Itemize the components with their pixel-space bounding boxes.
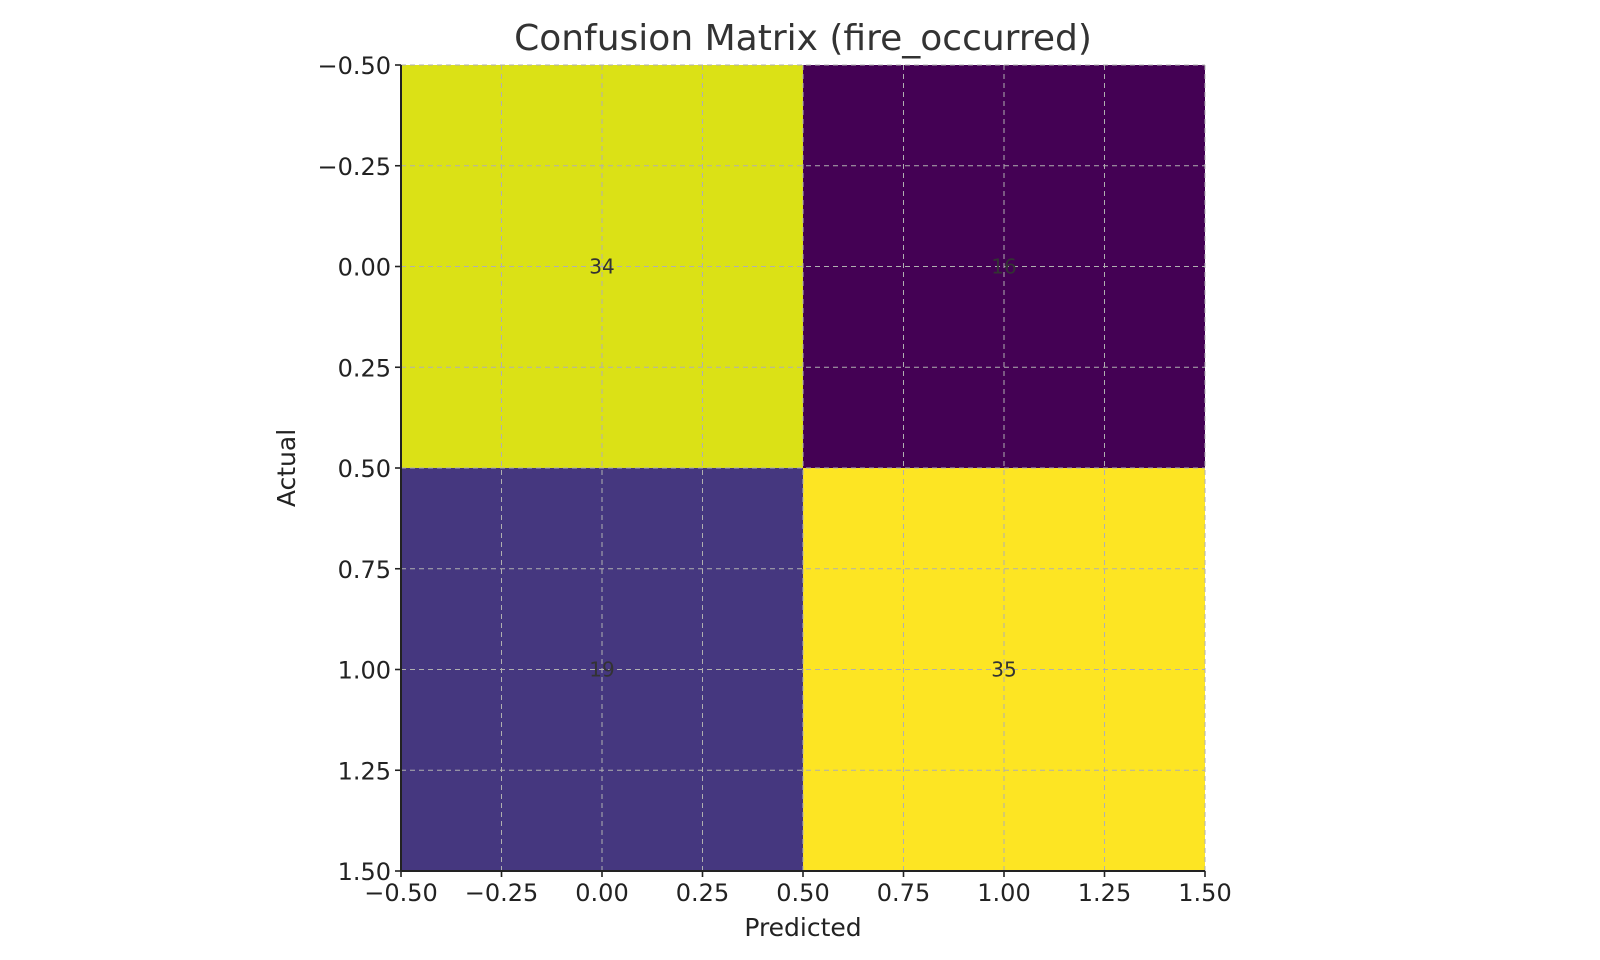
x-tick-label-2: 0.00 — [575, 879, 628, 907]
y-tick-label-4: 0.50 — [338, 455, 391, 483]
y-tick-label-2: 0.00 — [338, 254, 391, 282]
y-tick-label-1: −0.25 — [317, 153, 391, 181]
chart-title: Confusion Matrix (fire_occurred) — [514, 18, 1092, 59]
x-tick-label-6: 1.00 — [977, 879, 1030, 907]
cell-value-label-0-1: 16 — [991, 255, 1016, 279]
x-axis-ticks: −0.50 −0.25 0.00 0.25 0.50 0.75 1.00 1.25 1.50 — [364, 871, 1232, 907]
cell-value-label-0-0: 34 — [589, 255, 614, 279]
y-axis-ticks: −0.50 −0.25 0.00 0.25 0.50 0.75 1.00 1.25 1.50 — [317, 52, 401, 886]
y-tick-label-5: 0.75 — [338, 556, 391, 584]
x-tick-label-7: 1.25 — [1078, 879, 1131, 907]
x-tick-label-4: 0.50 — [776, 879, 829, 907]
x-tick-label-3: 0.25 — [676, 879, 729, 907]
x-tick-label-8: 1.50 — [1178, 879, 1231, 907]
x-tick-label-0: −0.50 — [364, 879, 438, 907]
cell-value-label-1-1: 35 — [991, 658, 1016, 682]
x-tick-label-5: 0.75 — [877, 879, 930, 907]
y-tick-label-0: −0.50 — [317, 52, 391, 80]
cell-value-labels: 34 16 19 35 — [589, 255, 1016, 682]
y-tick-label-6: 1.00 — [338, 657, 391, 685]
y-axis-label: Actual — [272, 429, 301, 507]
y-tick-label-8: 1.50 — [338, 858, 391, 886]
y-tick-label-7: 1.25 — [338, 757, 391, 785]
x-tick-label-1: −0.25 — [465, 879, 539, 907]
y-tick-label-3: 0.25 — [338, 354, 391, 382]
cell-value-label-1-0: 19 — [589, 658, 614, 682]
x-axis-label: Predicted — [744, 913, 861, 942]
